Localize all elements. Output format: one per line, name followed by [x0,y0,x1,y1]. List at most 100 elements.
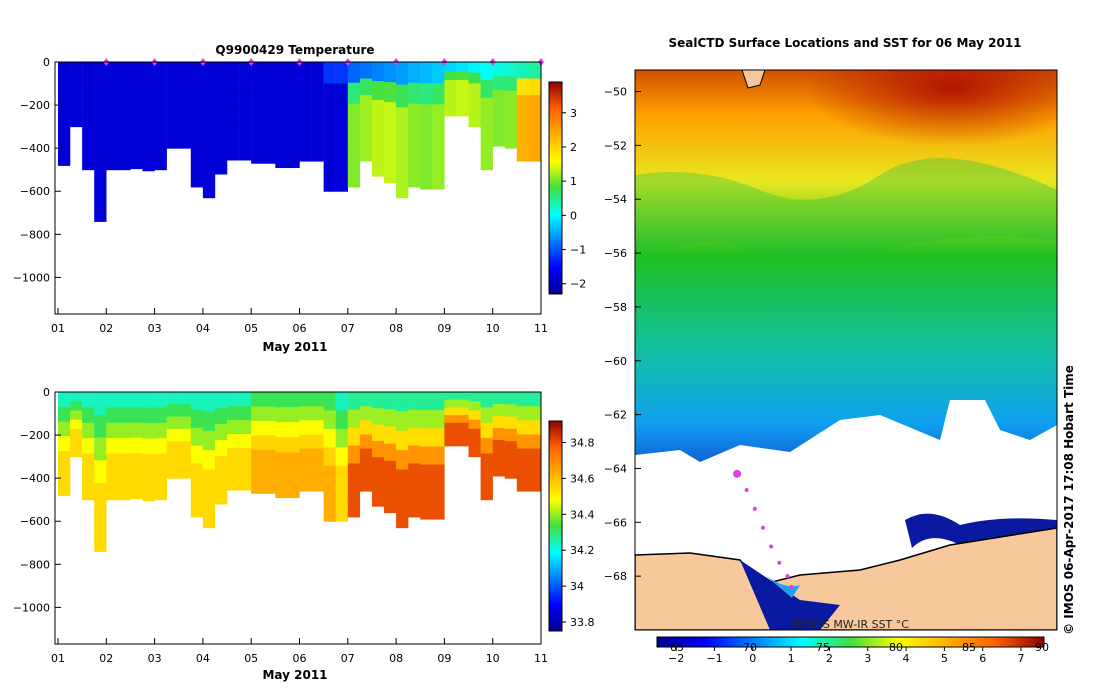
salinity-cell [335,502,348,522]
salinity-cell [371,457,385,475]
temperature-cell [432,104,445,127]
salinity-cell [82,407,95,424]
sst-map-panel: SealCTD Surface Locations and SST for 06… [604,36,1076,665]
salinity-cell [384,443,397,462]
temperature-cell [227,94,240,112]
salinity-cell [311,434,324,450]
salinity-cell [70,447,83,458]
salinity-cell [432,446,445,466]
temperature-cell [311,144,324,162]
temperature-cell [94,88,107,116]
sst-cb-label: 3 [864,652,871,665]
sal-ytick-label: −400 [20,472,50,485]
salinity-cell [82,438,95,455]
temperature-cell [214,80,228,100]
temperature-cell [190,166,204,188]
salinity-cell [166,392,179,405]
salinity-cell [227,406,240,421]
salinity-cell [178,441,192,455]
temperature-cell [82,151,95,171]
temperature-cell [516,111,530,129]
sal-ytick-label: −600 [20,515,50,528]
salinity-cell [528,392,542,407]
temperature-cell [190,145,204,167]
temperature-cells [57,62,542,222]
salinity-cell [408,463,421,482]
temperature-cell [408,145,421,167]
sal-cb-label: 34.8 [570,437,595,450]
salinity-cells [57,392,542,552]
temp-xtick-label: 02 [99,322,113,335]
salinity-cell [154,407,167,424]
salinity-cell [263,406,276,422]
salinity-cell [396,488,409,509]
sst-cb-label: 1 [788,652,795,665]
temperature-cell [154,133,167,153]
temp-xtick-label: 01 [51,322,65,335]
salinity-cell [239,406,252,421]
temperature-cell [420,104,433,127]
salinity-cell [444,399,457,408]
temperature-cell [432,167,445,190]
salinity-cell [190,481,204,500]
salinity-cell [57,392,71,408]
sst-cb-label: 2 [826,652,833,665]
temperature-cell [239,143,252,161]
salinity-cell [202,411,216,432]
temperature-x-ticks: 01 02 03 04 05 06 07 08 09 10 11 [51,308,548,335]
salinity-cell [239,462,252,477]
temperature-cell [70,105,83,117]
temperature-cell [420,146,433,169]
salinity-cell [456,392,469,401]
temperature-cell [359,144,373,162]
temperature-cell [130,97,143,116]
temperature-cell [57,113,71,132]
salinity-cell [347,481,361,500]
temperature-cell [311,78,324,96]
salinity-cell [214,456,228,473]
temperature-cell [202,84,216,108]
temperature-cell [299,95,312,113]
salinity-cell [287,407,300,423]
map-lon-label: 80 [889,641,903,654]
salinity-cell [263,435,276,451]
temperature-cell [190,103,204,125]
salinity-cell [408,499,421,518]
salinity-cell [311,476,324,492]
temperature-cell [82,115,95,135]
seal-track [733,469,794,589]
salinity-cell [528,462,542,478]
temperature-cell [396,129,409,153]
salinity-cell [166,404,179,418]
map-lat-label: −66 [604,516,627,529]
salinity-cell [420,392,433,411]
salinity-cell [347,392,361,411]
salinity-cell [214,424,228,441]
imos-credit: © IMOS 06-Apr-2017 17:08 Hobart Time [1062,365,1076,635]
salinity-cell [142,438,155,455]
temperature-cell [480,97,493,117]
temperature-cell [178,105,192,120]
sal-cb-label: 33.8 [570,616,595,629]
salinity-cell [396,469,409,490]
salinity-cell [299,392,312,407]
salinity-cell [408,445,421,464]
temperature-cell [432,125,445,148]
salinity-cell [420,500,433,520]
temp-cb-label: 0 [570,209,577,222]
salinity-cell [456,415,469,424]
salinity-cell [420,410,433,429]
salinity-cell [384,392,397,410]
temperature-cell [130,62,143,81]
temperature-cell [359,95,373,113]
map-lat-ticks: −50 −52 −54 −56 −58 −60 −62 −64 −66 −68 [604,86,641,583]
temperature-cell [456,97,469,108]
salinity-cell [359,406,373,421]
salinity-cell [214,392,228,409]
salinity-cell [444,415,457,424]
salinity-cell [154,484,167,501]
salinity-cell [492,464,505,477]
temperature-cell [504,133,518,149]
temperature-cell [214,62,228,82]
temp-xtick-label: 05 [244,322,258,335]
